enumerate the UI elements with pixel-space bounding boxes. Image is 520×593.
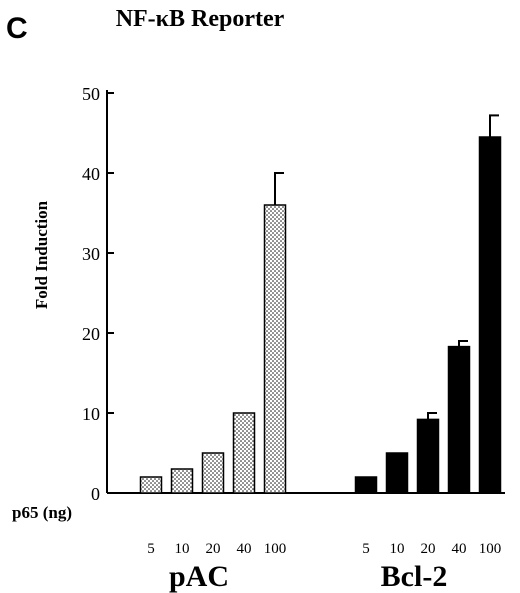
x-axis-label: p65 (ng)	[12, 503, 72, 522]
y-tick-label: 0	[91, 484, 100, 504]
x-tick-labels: 5 10 20 40 100 5 10 20 40 100	[147, 541, 501, 557]
panel-label: C	[6, 12, 28, 45]
x-tick-label: 5	[362, 541, 370, 557]
bar-0-4	[263, 204, 287, 494]
x-tick-label: 100	[264, 541, 287, 557]
y-tick-label: 40	[82, 164, 100, 184]
x-tick-label: 40	[237, 541, 252, 557]
x-tick-label: 5	[147, 541, 155, 557]
bar-0-1	[170, 468, 194, 494]
x-tick-label: 20	[421, 541, 436, 557]
bars	[139, 114, 502, 494]
bar-1-3	[447, 345, 471, 494]
chart-title: NF-κB Reporter	[116, 6, 285, 32]
bar-1-4	[478, 136, 502, 494]
x-tick-label: 10	[390, 541, 405, 557]
bar-0-2	[201, 452, 225, 494]
y-ticks: 0 10 20 30 40 50	[82, 84, 114, 504]
bar-0-0	[139, 476, 163, 494]
x-tick-label: 40	[452, 541, 467, 557]
group-label-pac: pAC	[169, 560, 229, 593]
bar-1-0	[354, 476, 378, 494]
y-tick-label: 20	[82, 324, 100, 344]
x-tick-label: 20	[206, 541, 221, 557]
y-axis-label: Fold Induction	[32, 200, 51, 309]
x-tick-label: 100	[479, 541, 502, 557]
bar-1-2	[416, 418, 440, 494]
y-tick-label: 30	[82, 244, 100, 264]
bar-1-1	[385, 452, 409, 494]
x-tick-label: 10	[175, 541, 190, 557]
y-tick-label: 50	[82, 84, 100, 104]
y-tick-label: 10	[82, 404, 100, 424]
group-label-bcl2: Bcl-2	[381, 560, 448, 593]
bar-0-3	[232, 412, 256, 494]
